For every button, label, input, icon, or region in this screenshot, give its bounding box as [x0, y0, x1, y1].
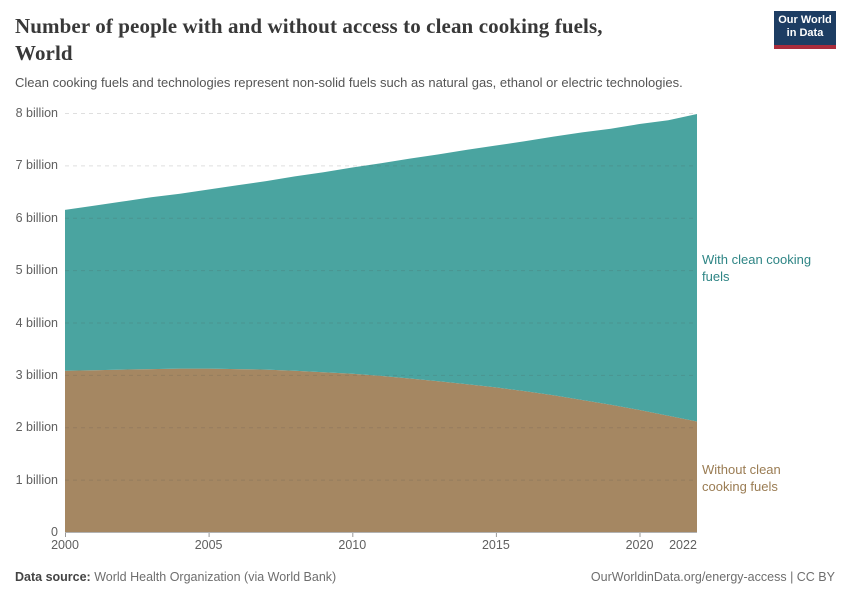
- area-with-clean-cooking-fuels: [65, 114, 697, 422]
- x-tick-label: 2010: [338, 538, 367, 552]
- data-source-text: World Health Organization (via World Ban…: [90, 570, 337, 584]
- title-line-1: Number of people with and without access…: [15, 14, 603, 38]
- license-link: OurWorldinData.org/energy-access | CC BY: [590, 570, 835, 584]
- stacked-area-plot: [65, 113, 697, 537]
- y-tick-label: 3 billion: [15, 367, 58, 382]
- owid-logo-line2: in Data: [786, 27, 824, 39]
- x-tick-label: 2020: [625, 538, 654, 552]
- y-tick-label: 1 billion: [15, 472, 58, 487]
- data-source-label: Data source:: [15, 570, 91, 584]
- owid-logo-line1: Our World: [778, 14, 832, 26]
- x-tick-label: 2000: [51, 538, 79, 552]
- series-label-line: With clean cooking: [702, 252, 812, 267]
- data-source-note: Data source: World Health Organization (…: [15, 570, 336, 584]
- y-tick-label: 0: [51, 525, 58, 539]
- y-tick-label: 5 billion: [15, 263, 58, 278]
- chart-subtitle: Clean cooking fuels and technologies rep…: [15, 75, 683, 90]
- series-label-line: cooking fuels: [702, 478, 778, 494]
- y-tick-label: 4 billion: [15, 315, 58, 330]
- series-label-line: fuels: [702, 268, 730, 284]
- owid-logo: Our World in Data: [774, 11, 836, 49]
- area-without-clean-cooking-fuels: [65, 368, 697, 532]
- series-label-without-clean-cooking-fuels: Without clean cooking fuels: [702, 462, 832, 495]
- page-title: Number of people with and without access…: [15, 13, 765, 67]
- y-tick-label: 6 billion: [15, 210, 58, 225]
- y-tick-label: 2 billion: [15, 420, 58, 435]
- x-tick-label: 2015: [481, 538, 510, 552]
- y-tick-label: 7 billion: [15, 158, 58, 173]
- title-line-2: World: [15, 41, 73, 65]
- x-tick-label: 2005: [194, 538, 223, 552]
- series-label-line: Without clean: [702, 462, 781, 477]
- series-label-with-clean-cooking-fuels: With clean cooking fuels: [702, 252, 832, 285]
- x-tick-label: 2022: [669, 538, 697, 552]
- y-tick-label: 8 billion: [15, 106, 58, 120]
